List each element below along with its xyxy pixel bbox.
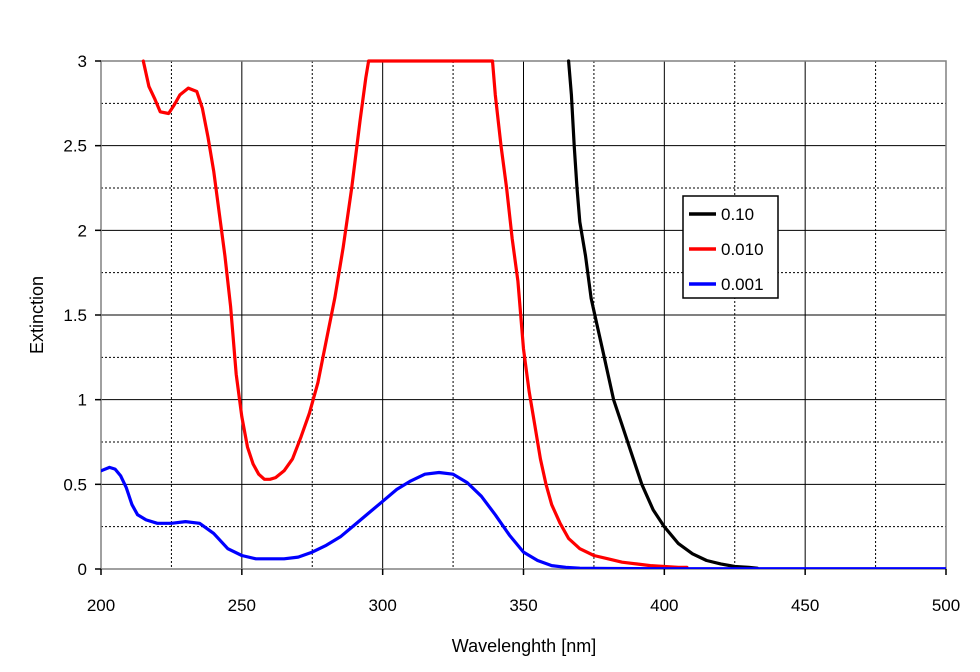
- x-tick-label: 200: [87, 596, 115, 615]
- y-tick-label: 2.5: [63, 137, 87, 156]
- y-tick-label: 1.5: [63, 306, 87, 325]
- series-layer: [101, 59, 946, 569]
- x-tick-label: 450: [791, 596, 819, 615]
- legend-label: 0.10: [721, 205, 754, 224]
- series-line-0: [567, 59, 759, 569]
- x-tick-label: 400: [650, 596, 678, 615]
- y-tick-label: 1: [78, 391, 87, 410]
- x-axis-title: Wavelenghth [nm]: [452, 636, 596, 656]
- x-tick-label: 500: [932, 596, 960, 615]
- y-tick-label: 0.5: [63, 475, 87, 494]
- axis-ticks: 200 250 300 350 400 450 500 0 0.5 1 1.5 2 2.5 3: [63, 52, 960, 615]
- grid: [101, 60, 946, 569]
- y-tick-label: 0: [78, 560, 87, 579]
- y-tick-label: 3: [78, 52, 87, 71]
- y-tick-label: 2: [78, 221, 87, 240]
- series-line-2: [101, 465, 946, 569]
- series-line-1: [141, 59, 689, 569]
- y-axis-title: Extinction: [27, 276, 47, 354]
- legend-label: 0.010: [721, 240, 764, 259]
- legend: 0.10 0.010 0.001: [682, 195, 779, 299]
- x-tick-label: 300: [368, 596, 396, 615]
- x-tick-label: 250: [228, 596, 256, 615]
- x-tick-label: 350: [509, 596, 537, 615]
- legend-label: 0.001: [721, 275, 764, 294]
